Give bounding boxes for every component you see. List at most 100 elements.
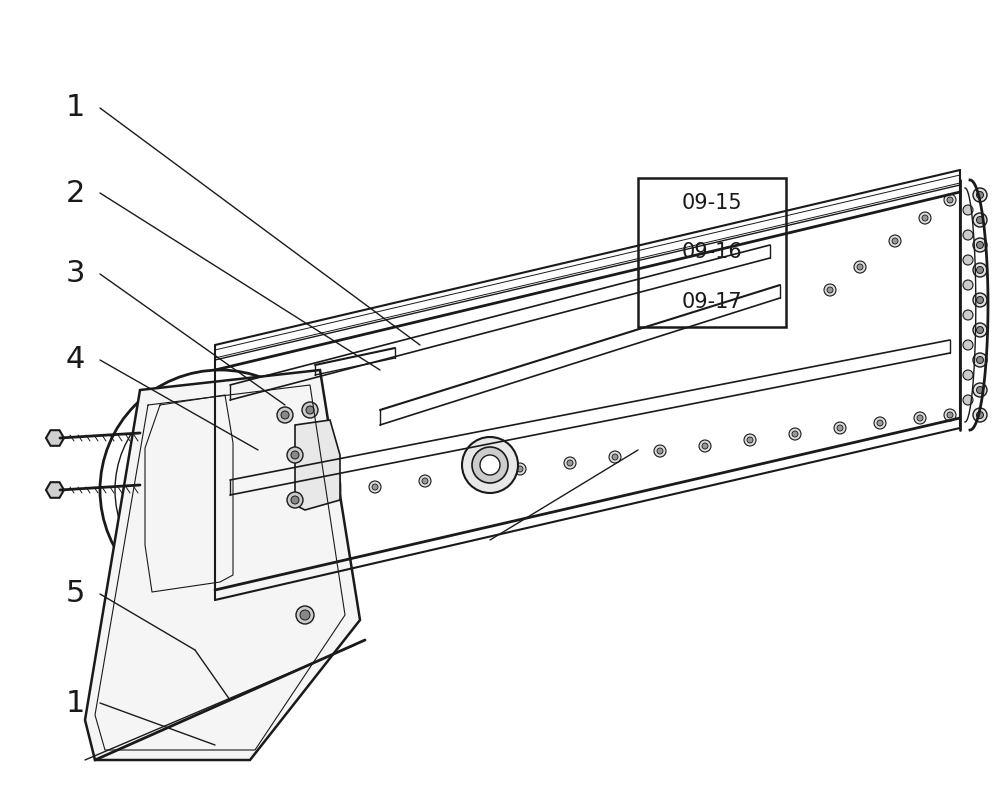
Circle shape — [173, 475, 183, 485]
Circle shape — [973, 383, 987, 397]
Text: 2: 2 — [65, 179, 85, 208]
Bar — [638, 178, 786, 327]
Circle shape — [976, 242, 984, 249]
Circle shape — [271, 465, 281, 475]
Circle shape — [369, 481, 381, 493]
Circle shape — [306, 406, 314, 414]
Circle shape — [173, 525, 183, 535]
Polygon shape — [46, 430, 64, 446]
Circle shape — [889, 235, 901, 247]
Circle shape — [170, 567, 186, 583]
Circle shape — [944, 409, 956, 421]
Circle shape — [173, 570, 183, 580]
Circle shape — [947, 197, 953, 203]
Circle shape — [877, 420, 883, 426]
Circle shape — [419, 475, 431, 487]
Polygon shape — [46, 482, 64, 498]
Circle shape — [291, 496, 299, 504]
Polygon shape — [295, 420, 340, 510]
Circle shape — [973, 323, 987, 337]
Circle shape — [322, 491, 328, 497]
Circle shape — [744, 434, 756, 446]
Circle shape — [973, 213, 987, 227]
Circle shape — [277, 497, 283, 503]
Circle shape — [274, 494, 286, 506]
Circle shape — [158, 465, 168, 475]
Circle shape — [170, 472, 186, 488]
Circle shape — [914, 412, 926, 424]
Circle shape — [973, 238, 987, 252]
Circle shape — [702, 443, 708, 449]
Circle shape — [158, 504, 168, 514]
Text: 09-15: 09-15 — [682, 192, 742, 213]
Circle shape — [854, 261, 866, 273]
Circle shape — [302, 402, 318, 418]
Circle shape — [827, 287, 833, 293]
Circle shape — [857, 264, 863, 270]
Text: 4: 4 — [65, 346, 85, 374]
Circle shape — [281, 411, 289, 419]
Circle shape — [976, 217, 984, 224]
Circle shape — [215, 446, 225, 456]
Circle shape — [824, 284, 836, 296]
Circle shape — [947, 412, 953, 418]
Circle shape — [170, 422, 186, 438]
Circle shape — [973, 263, 987, 277]
Circle shape — [963, 340, 973, 350]
Circle shape — [277, 407, 293, 423]
Circle shape — [296, 606, 314, 624]
Circle shape — [976, 411, 984, 419]
Circle shape — [654, 445, 666, 457]
Circle shape — [792, 431, 798, 437]
Circle shape — [372, 484, 378, 490]
Circle shape — [422, 478, 428, 484]
Polygon shape — [85, 370, 360, 760]
Circle shape — [973, 353, 987, 367]
Circle shape — [291, 451, 299, 459]
Circle shape — [973, 293, 987, 307]
Circle shape — [173, 425, 183, 435]
Text: 1: 1 — [65, 94, 85, 123]
Circle shape — [917, 415, 923, 421]
Circle shape — [834, 422, 846, 434]
Text: 1: 1 — [65, 688, 85, 718]
Circle shape — [300, 610, 310, 620]
Text: 3: 3 — [65, 259, 85, 288]
Circle shape — [892, 238, 898, 244]
Circle shape — [609, 451, 621, 463]
Circle shape — [271, 504, 281, 514]
Circle shape — [657, 448, 663, 454]
Text: 09-16: 09-16 — [682, 242, 742, 263]
Circle shape — [973, 408, 987, 422]
Circle shape — [215, 524, 225, 534]
Circle shape — [267, 461, 285, 479]
Circle shape — [154, 500, 172, 518]
Circle shape — [472, 472, 478, 478]
Circle shape — [963, 230, 973, 240]
Circle shape — [472, 447, 508, 483]
Circle shape — [612, 454, 618, 460]
Text: 09-17: 09-17 — [682, 292, 742, 313]
Circle shape — [973, 188, 987, 202]
Circle shape — [789, 428, 801, 440]
Circle shape — [564, 457, 576, 469]
Circle shape — [837, 425, 843, 431]
Circle shape — [211, 520, 229, 538]
Circle shape — [963, 280, 973, 290]
Circle shape — [976, 191, 984, 199]
Circle shape — [567, 460, 573, 466]
Circle shape — [963, 310, 973, 320]
Circle shape — [462, 437, 518, 493]
Circle shape — [319, 488, 331, 500]
Circle shape — [963, 255, 973, 265]
Circle shape — [976, 326, 984, 334]
Circle shape — [170, 522, 186, 538]
Circle shape — [211, 442, 229, 460]
Circle shape — [267, 500, 285, 518]
Circle shape — [287, 492, 303, 508]
Circle shape — [963, 370, 973, 380]
Circle shape — [874, 417, 886, 429]
Circle shape — [976, 386, 984, 393]
Circle shape — [976, 297, 984, 304]
Circle shape — [480, 455, 500, 475]
